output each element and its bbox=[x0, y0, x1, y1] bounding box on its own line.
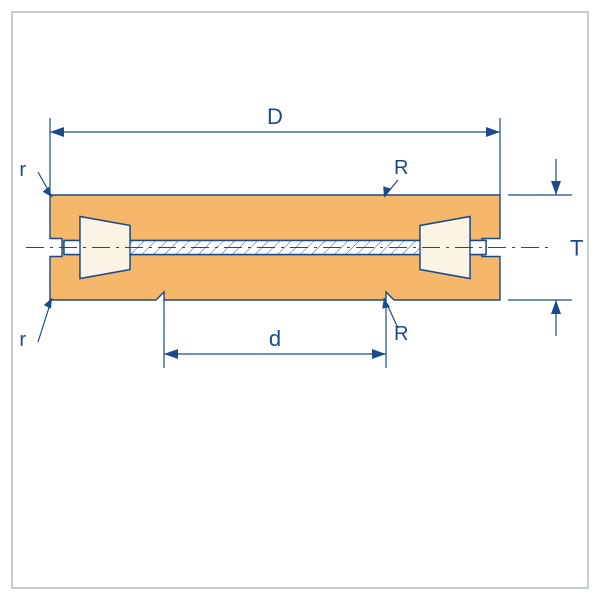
bearing-diagram: D d T r r R R bbox=[0, 0, 600, 600]
label-R-top: R bbox=[394, 157, 408, 179]
label-R-bot: R bbox=[394, 323, 408, 345]
label-r-bot: r bbox=[19, 329, 26, 351]
label-d: d bbox=[269, 326, 281, 351]
label-D: D bbox=[267, 104, 283, 129]
label-T: T bbox=[570, 236, 583, 261]
label-r-top: r bbox=[19, 159, 26, 181]
